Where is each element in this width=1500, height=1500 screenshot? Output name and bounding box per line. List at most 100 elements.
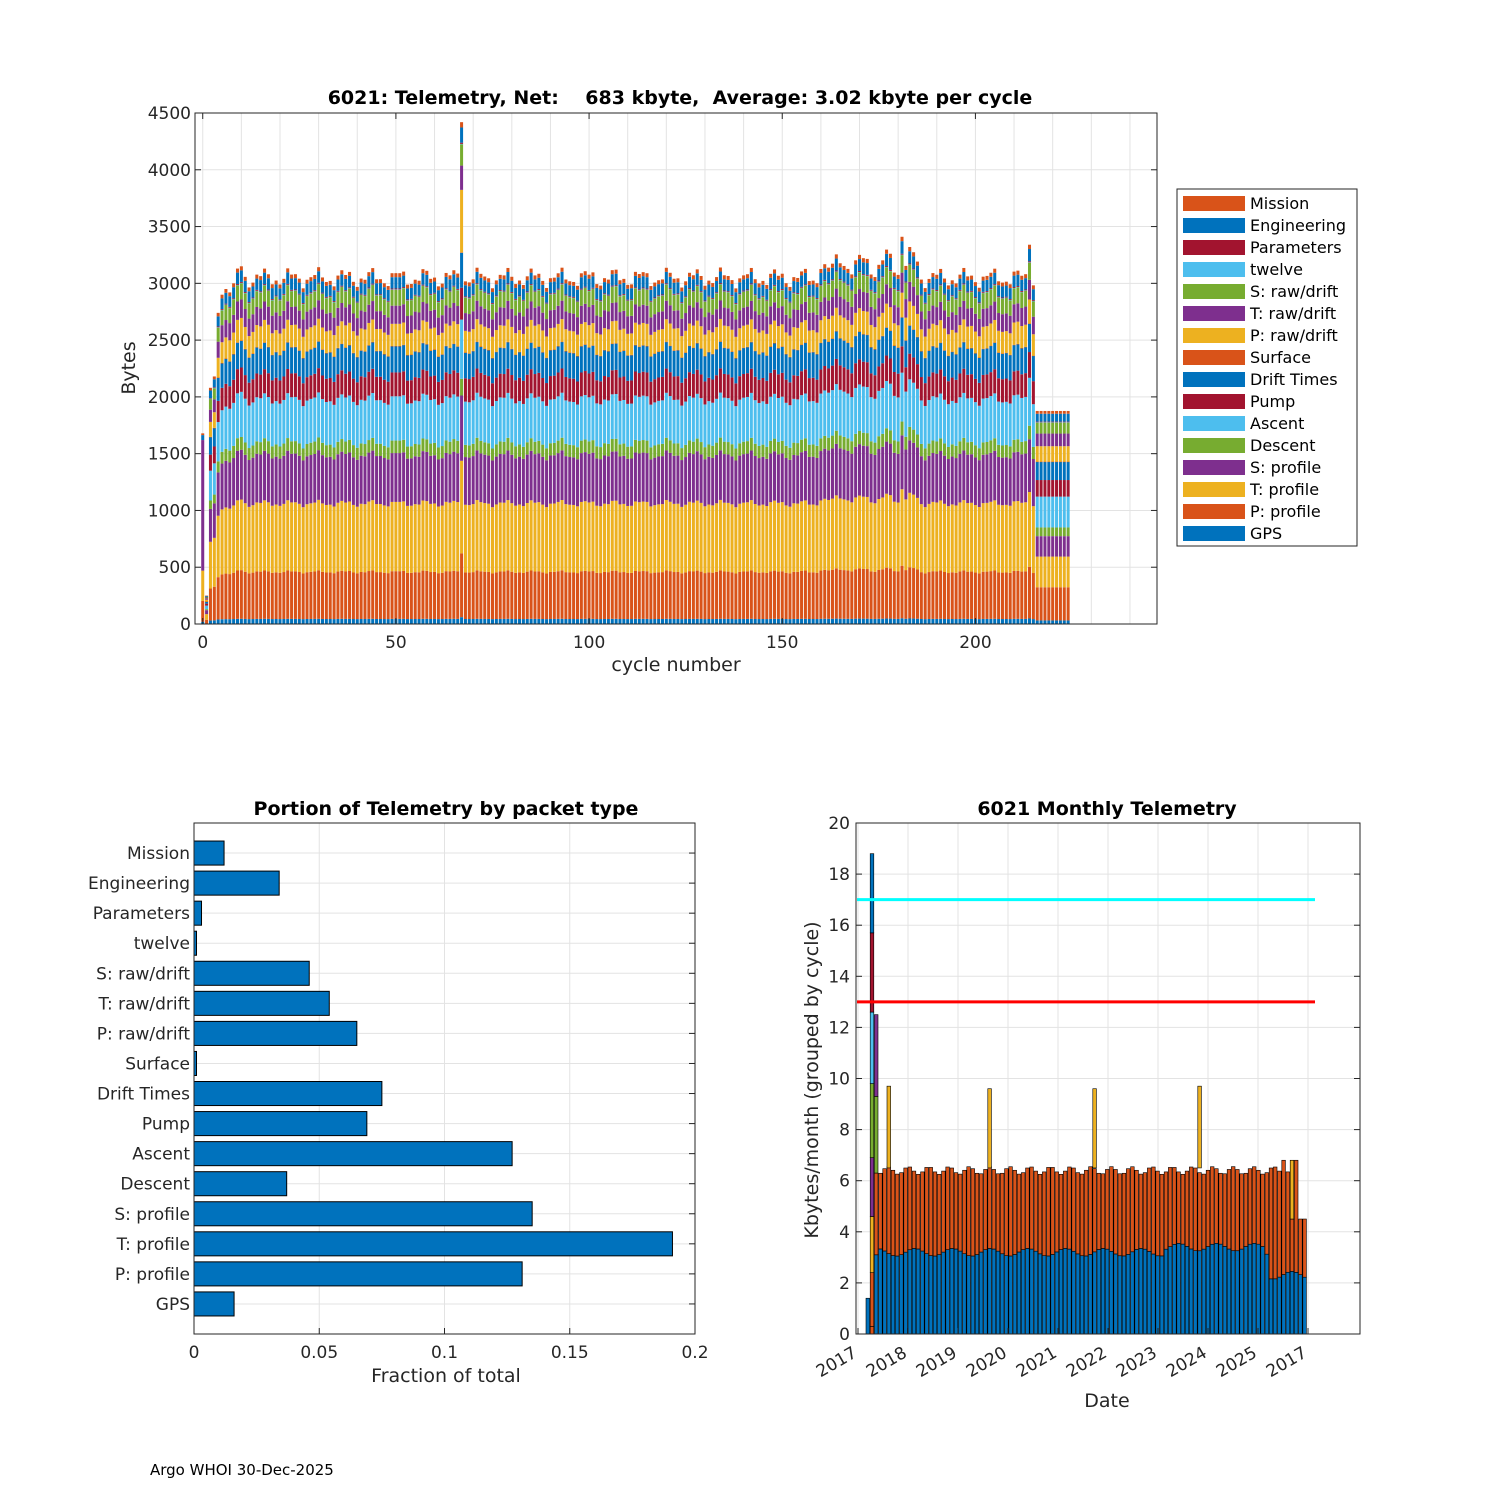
- top-bar-segment: [463, 330, 467, 353]
- top-bar-segment: [1031, 316, 1035, 335]
- top-bar-segment: [452, 618, 456, 624]
- top-bar-segment: [467, 505, 471, 573]
- top-bar-segment: [378, 400, 382, 444]
- top-bar-segment: [1039, 446, 1043, 462]
- top-bar-segment: [819, 320, 823, 343]
- top-bar-segment: [730, 296, 734, 297]
- top-legend-label: Descent: [1250, 436, 1316, 455]
- top-bar-segment: [861, 258, 865, 263]
- top-bar-segment: [378, 572, 382, 619]
- top-bar-segment: [444, 288, 448, 290]
- top-bar-segment: [514, 380, 518, 404]
- top-bar-segment: [471, 311, 475, 330]
- top-bar-segment: [290, 347, 294, 348]
- top-bar-segment: [672, 293, 676, 295]
- top-bar-segment: [904, 299, 908, 318]
- top-y-tick-label: 2500: [148, 331, 191, 351]
- top-bar-segment: [440, 315, 444, 333]
- top-bar-segment: [286, 285, 290, 302]
- top-bar-segment: [603, 294, 607, 311]
- top-bar-segment: [355, 301, 359, 303]
- top-bar-segment: [773, 273, 777, 285]
- top-bar-segment: [881, 335, 885, 337]
- top-bar-segment: [475, 570, 479, 619]
- top-bar-segment: [765, 299, 769, 301]
- top-bar-segment: [981, 276, 985, 281]
- top-bar-segment: [668, 346, 672, 373]
- top-bar-segment: [888, 358, 892, 384]
- month-bar-lower: [1210, 1243, 1215, 1335]
- top-bar-segment: [900, 255, 904, 273]
- top-bar-segment: [873, 292, 877, 294]
- top-bar-segment: [1031, 301, 1035, 302]
- top-bar-segment: [657, 329, 661, 352]
- top-bar-segment: [537, 290, 541, 307]
- top-bar-segment: [842, 391, 846, 437]
- top-bar-segment: [1058, 620, 1062, 624]
- top-bar-segment: [699, 398, 703, 443]
- top-bar-segment: [606, 400, 610, 444]
- top-bar-segment: [881, 260, 885, 265]
- top-bar-segment: [993, 285, 997, 286]
- top-bar-segment: [660, 572, 664, 619]
- top-bar-segment: [487, 443, 491, 456]
- top-bar-segment: [560, 284, 564, 301]
- top-bar-segment: [309, 327, 313, 350]
- top-bar-segment: [405, 505, 409, 573]
- top-bar-segment: [780, 324, 784, 347]
- top-bar-segment: [769, 290, 773, 291]
- top-bar-segment: [371, 392, 375, 438]
- top-bar-segment: [637, 346, 641, 374]
- top-bar-segment: [355, 382, 359, 406]
- top-bar-segment: [1004, 331, 1008, 353]
- top-bar-segment: [216, 472, 220, 516]
- top-bar-segment: [939, 618, 943, 624]
- top-bar-segment: [885, 303, 889, 328]
- top-bar-segment: [579, 289, 583, 291]
- top-bar-segment: [490, 288, 494, 293]
- top-bar-segment: [950, 280, 954, 285]
- top-bar-segment: [1031, 285, 1035, 290]
- top-bar-segment: [336, 347, 340, 349]
- month-bar-upper: [882, 1168, 887, 1252]
- top-bar-segment: [510, 308, 514, 327]
- top-bar-segment: [235, 285, 240, 302]
- top-bar-segment: [583, 395, 587, 440]
- top-bar-segment: [985, 348, 989, 349]
- top-bar-segment: [386, 300, 390, 302]
- month-bar-upper: [1281, 1159, 1286, 1275]
- top-bar-segment: [556, 289, 560, 291]
- top-bar-segment: [780, 346, 784, 373]
- top-bar-segment: [966, 503, 970, 572]
- top-bar-segment: [888, 307, 892, 331]
- month-bar-segment: [869, 1272, 875, 1327]
- top-bar-segment: [502, 279, 506, 291]
- top-bar-segment: [630, 354, 634, 356]
- top-bar-segment: [668, 396, 672, 441]
- top-bar-segment: [888, 568, 892, 619]
- top-bar-segment: [676, 294, 680, 311]
- top-bar-segment: [633, 395, 637, 440]
- top-bar-segment: [776, 326, 780, 349]
- top-bar-segment: [429, 443, 433, 456]
- top-bar-segment: [552, 292, 556, 294]
- top-bar-segment: [564, 400, 568, 444]
- top-bar-segment: [970, 571, 974, 619]
- top-bar-segment: [695, 438, 699, 452]
- top-bar-segment: [877, 268, 881, 281]
- top-bar-segment: [981, 571, 985, 619]
- top-bar-segment: [235, 500, 240, 571]
- month-bar-lower: [974, 1254, 980, 1335]
- top-bar-segment: [664, 450, 668, 501]
- top-bar-segment: [274, 401, 278, 445]
- top-bar-segment: [270, 315, 274, 334]
- top-bar-segment: [390, 323, 394, 346]
- top-bar-segment: [1058, 433, 1062, 447]
- top-bar-segment: [923, 448, 927, 461]
- top-bar-segment: [630, 355, 634, 381]
- top-bar-segment: [324, 445, 328, 458]
- top-bar-segment: [367, 440, 371, 453]
- top-bar-segment: [738, 571, 742, 619]
- top-bar-segment: [653, 298, 657, 315]
- top-bar-segment: [715, 349, 719, 350]
